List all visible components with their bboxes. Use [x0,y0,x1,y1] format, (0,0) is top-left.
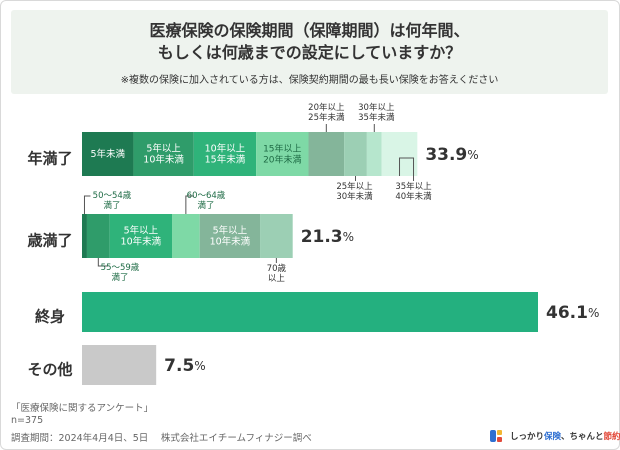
footer-survey: 「医療保険に関するアンケート」 [11,403,154,414]
bar-segment-1-1 [86,214,110,258]
callout-label-b-0: 50～54歳満了 [93,190,132,211]
seg-label-a-1: 5年以上 10年未満 [143,142,184,165]
bar-segment-2-0 [82,292,538,332]
seg-label-b-4: 5年以上 10年未満 [210,224,251,247]
brand-mark-icon [490,430,506,442]
footer-period: 調査期間：2024年4月4日、5日 株式会社エイチームフィナジー調べ [11,433,312,444]
category-label-2: 終身 [35,308,65,326]
total-label-2: 46.1% [546,303,599,323]
bar-segment-1-3 [172,214,200,258]
total-label-3: 7.5% [164,356,206,376]
bar-segment-0-6 [366,132,382,176]
chart-note: ※複数の保険に加入されている方は、保険契約期間の最も長い保険をお答えください [120,75,499,86]
category-label-1: 歳満了 [27,232,72,250]
bar-segment-0-3 [256,132,309,176]
total-label-0: 33.9% [425,145,478,165]
callout-label-b-1: 55～59歳満了 [101,262,140,283]
header-panel: 医療保険の保険期間（保障期間）は何年間、 もしくは何歳までの設定にしていますか？… [11,10,608,94]
callout-label-b-5: 70歳以上 [267,263,287,284]
category-label-0: 年満了 [27,150,72,168]
callout-label-a-6: 30年以上 35年未満 [358,102,395,123]
callout-line-b-3 [185,195,194,214]
category-label-3: その他 [27,361,72,379]
brand-text-b: 保険 [544,432,562,442]
bar-segment-0-5 [344,132,367,176]
bar-segment-1-0 [82,214,87,258]
brand-text-c: 、ちゃんと [561,432,604,442]
bar-segment-1-4 [199,214,261,258]
footer-n: n=375 [11,415,44,426]
chart-title-line1: 医療保険の保険期間（保障期間）は何年間、 [149,21,470,40]
callout-line-b-1 [97,258,109,267]
bar-segment-0-0 [82,132,134,176]
bar-segment-0-2 [193,132,257,176]
bar-segment-0-4 [308,132,345,176]
bar-segment-0-1 [133,132,194,176]
brand-text-a: しっかり [510,432,545,442]
bar-segment-3-0 [82,345,157,385]
seg-label-a-2: 10年以上 15年未満 [205,142,246,165]
chart-title-line2: もしくは何歳までの設定にしていますか？ [157,43,462,62]
callout-label-a-4: 20年以上 25年未満 [308,102,345,123]
bar-segment-1-5 [260,214,293,258]
callout-label-a-7: 35年以上 40年未満 [395,181,432,202]
callout-label-b-3: 60～64歳満了 [187,190,226,211]
seg-label-a-0: 5年未満 [90,148,125,160]
brand-text-d: 節約 [603,432,620,442]
total-label-1: 21.3% [301,227,354,247]
callout-label-a-5: 25年以上 30年未満 [336,181,373,202]
seg-label-b-2: 5年以上 10年未満 [121,224,162,247]
callout-line-b-0 [83,195,91,214]
seg-label-a-3: 15年以上 20年未満 [263,142,301,165]
bar-segment-1-2 [109,214,173,258]
callout-line-a-7 [399,157,415,181]
